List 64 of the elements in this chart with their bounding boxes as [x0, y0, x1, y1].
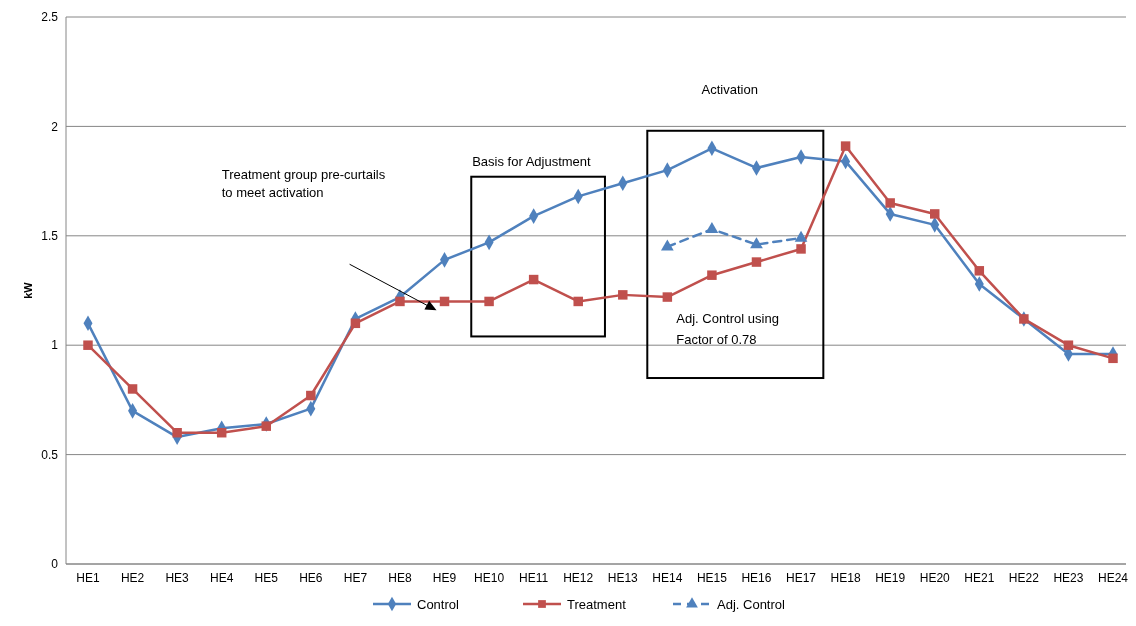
- x-tick-label: HE9: [432, 571, 457, 585]
- x-tick-label: HE12: [563, 571, 594, 585]
- point: [439, 296, 450, 307]
- point: [395, 296, 405, 307]
- y-tick-label: 1.5: [41, 229, 59, 243]
- x-tick-label: HE22: [1008, 571, 1040, 585]
- x-tick-label: HE5: [254, 571, 279, 585]
- x-tick-label: HE23: [1053, 571, 1084, 585]
- x-tick-label: HE1: [76, 571, 100, 585]
- x-tick-label: HE14: [652, 571, 683, 585]
- x-tick-label: HE7: [343, 571, 368, 585]
- legend-label: Treatment: [567, 596, 627, 612]
- point: [796, 244, 806, 254]
- point: [662, 292, 673, 302]
- x-tick-label: HE24: [1097, 571, 1129, 585]
- annotation: Activation: [701, 81, 758, 97]
- point: [350, 318, 361, 329]
- point: [1108, 353, 1118, 364]
- legend-label: Control: [417, 596, 460, 612]
- x-tick-label: HE15: [696, 571, 728, 585]
- x-tick-label: HE18: [830, 571, 861, 585]
- x-tick-label: HE17: [786, 571, 817, 585]
- point: [261, 421, 271, 431]
- x-tick-label: HE10: [474, 571, 505, 585]
- point: [707, 270, 717, 280]
- point: [885, 198, 895, 208]
- x-tick-label: HE8: [388, 571, 412, 585]
- x-tick-label: HE21: [964, 571, 995, 585]
- x-tick-label: HE4: [210, 571, 234, 585]
- point: [484, 296, 494, 307]
- point: [794, 230, 808, 242]
- point: [573, 296, 583, 307]
- y-tick-label: 0.5: [41, 447, 59, 462]
- point: [660, 239, 674, 251]
- point: [127, 384, 138, 394]
- point: [618, 290, 628, 300]
- y-axis-title: kW: [22, 281, 34, 299]
- x-tick-label: HE6: [299, 571, 323, 585]
- point: [216, 427, 227, 438]
- point: [750, 237, 763, 249]
- x-tick-label: HE13: [607, 571, 639, 585]
- point: [306, 390, 316, 401]
- point: [751, 257, 762, 267]
- point: [974, 266, 985, 276]
- annotation: Treatment group pre-curtails to meet activation: [221, 166, 386, 201]
- annotation: Basis for Adjustment: [472, 153, 592, 169]
- x-tick-label: HE2: [120, 571, 145, 585]
- y-tick-label: 1: [51, 338, 59, 353]
- point: [840, 141, 851, 151]
- x-tick-label: HE16: [741, 571, 772, 585]
- x-tick-label: HE3: [165, 571, 190, 585]
- point: [1063, 340, 1074, 350]
- y-tick-label: 2.5: [41, 10, 59, 25]
- annotation: Adj. Control using Factor of 0.78: [676, 311, 779, 348]
- point: [930, 209, 940, 219]
- x-tick-label: HE20: [919, 571, 951, 585]
- x-tick-label: HE11: [519, 571, 549, 585]
- y-tick-label: 2: [51, 119, 59, 134]
- point: [83, 340, 93, 350]
- point: [172, 427, 182, 438]
- point: [528, 274, 539, 285]
- x-tick-label: HE19: [875, 571, 906, 585]
- legend-label: Adj. Control: [717, 596, 786, 612]
- y-tick-label: 0: [51, 557, 59, 572]
